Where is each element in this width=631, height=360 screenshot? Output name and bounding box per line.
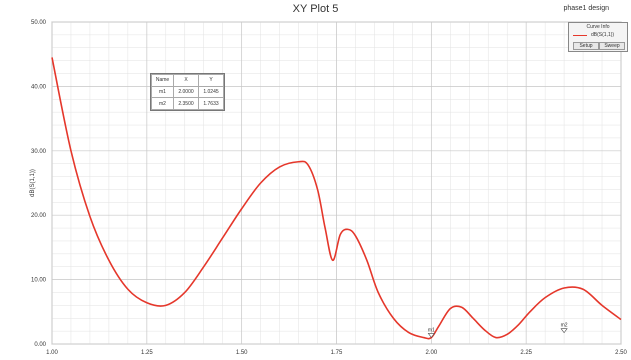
marker-table-header-cell: X [173, 74, 199, 87]
y-axis-label: dB(S(1,1)) [30, 169, 36, 197]
x-tick-label: 1.00 [46, 350, 58, 356]
marker-layer: m1 m2 [427, 323, 568, 338]
marker-table-cell: 2.3500 [173, 97, 199, 110]
x-tick-label: 2.50 [615, 350, 627, 356]
marker-label: m1 [428, 327, 435, 333]
legend-sweep-button[interactable]: Sweep [599, 42, 625, 50]
y-tick-label: 20.00 [31, 213, 47, 219]
grid-layer [51, 21, 622, 345]
marker-label: m2 [561, 323, 568, 329]
y-tick-label: 50.00 [31, 20, 47, 26]
legend-setup-button[interactable]: Setup [573, 42, 599, 50]
marker-table-cell: m1 [151, 85, 174, 99]
marker-table-header: Name X Y [151, 74, 225, 87]
marker-table-row: m2 2.3500 1.7633 [151, 97, 225, 110]
design-label: phase1 design [563, 5, 609, 12]
marker-table-header-cell: Name [151, 74, 174, 87]
marker-triangle [560, 328, 568, 334]
y-tick-label: 40.00 [31, 84, 47, 90]
marker-table-cell: 1.0245 [197, 85, 225, 99]
tick-layer: 1.00 1.25 1.50 1.75 2.00 2.25 2.50 0.00 10.00 20.… [30, 20, 627, 356]
marker-table-cell: 1.7633 [197, 97, 225, 110]
series-layer [51, 57, 622, 340]
y-tick-label: 30.00 [31, 149, 47, 155]
marker-table-row: m1 2.0000 1.0245 [151, 85, 225, 99]
legend-entry: dB(S(1,1)) [591, 32, 615, 38]
x-tick-label: 2.25 [520, 350, 532, 356]
marker-triangle [427, 333, 435, 338]
x-tick-label: 2.00 [425, 350, 437, 356]
legend[interactable]: Curve Info dB(S(1,1)) Setup Sweep [568, 22, 628, 52]
series-line [51, 57, 622, 340]
y-tick-label: 10.00 [31, 278, 47, 284]
x-tick-label: 1.75 [331, 350, 343, 356]
marker-table-cell: 2.0000 [173, 85, 199, 99]
y-tick-label: 0.00 [34, 342, 46, 348]
x-tick-label: 1.25 [141, 350, 153, 356]
marker-table: Name X Y m1 2.0000 1.0245 m2 2.3500 1.76… [150, 73, 225, 111]
chart-title: XY Plot 5 [292, 3, 339, 15]
legend-swatch [573, 35, 587, 36]
legend-title: Curve Info [586, 24, 610, 30]
x-tick-label: 1.50 [236, 350, 248, 356]
marker-table-cell: m2 [151, 97, 174, 110]
marker-table-header-cell: Y [197, 74, 225, 87]
